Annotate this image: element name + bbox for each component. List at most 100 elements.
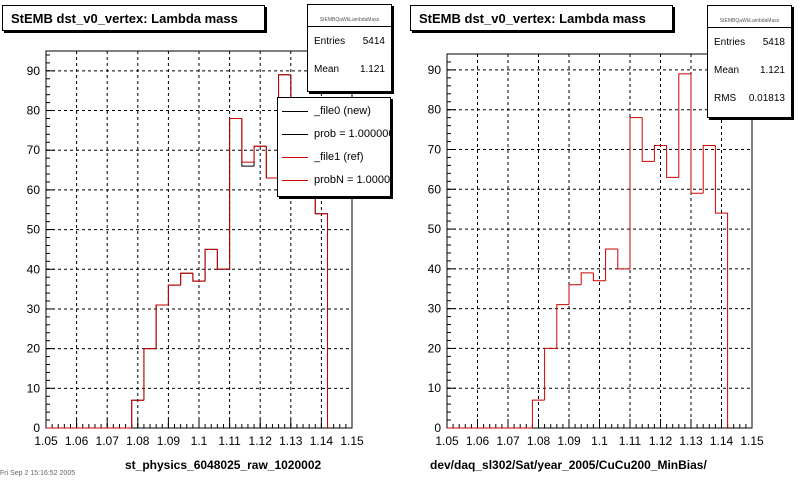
x-tick-label: 1.1 [591,434,608,448]
y-tick-label: 50 [27,223,41,237]
histogram-bin [216,249,230,270]
y-tick-label: 90 [428,63,442,77]
y-tick-label: 10 [428,381,442,395]
y-tick-label: 0 [33,421,40,435]
y-tick-label: 90 [27,64,41,78]
x-tick-label: 1.08 [527,434,551,448]
histogram-bin [204,248,218,282]
histogram-bin [216,249,230,270]
x-tick-label: 1.12 [249,434,273,448]
histogram-bin [666,145,679,178]
legend-label-file0: _file0 (new) [314,105,371,117]
histogram-bin [131,399,144,428]
y-tick-label: 30 [27,302,41,316]
x-tick-label: 1.05 [435,434,459,448]
x-tick-label: 1.06 [466,434,490,448]
x-tick-label: 1.14 [310,434,334,448]
y-tick-label: 70 [428,142,442,156]
histogram-bin [568,284,582,305]
legend-entry-file1: _file1 (ref) [278,147,364,167]
histogram-bin [143,348,157,401]
histogram-bin [241,118,255,163]
left-stats-box: StEMBQaWkLambdaMass Entries 5414 Mean 1.… [307,4,392,92]
histogram-bin [204,248,218,282]
x-tick-label: 1.15 [340,434,364,448]
left-legend: _file0 (new) prob = 1.000000 _file1 (ref… [277,97,391,197]
histogram-bin [629,117,643,269]
x-tick-label: 1.08 [126,434,150,448]
right-histogram-pad: 1.05 1.06 1.07 1.08 1.09 1.1 1.11 1.12 1.13 1.14 1… [400,0,800,480]
legend-line-black [282,133,308,135]
y-tick-label: 60 [27,183,41,197]
histogram-bin [167,284,181,305]
legend-label-prob: prob = 1.000000 [314,128,391,140]
right-stats-rms-label: RMS [714,92,737,104]
left-stats-row-mean: Mean 1.121 [308,55,391,83]
x-tick-label: 1.11 [619,434,642,448]
legend-entry-file0: _file0 (new) [278,101,371,121]
right-stats-mean-label: Mean [714,64,740,76]
y-tick-label: 80 [428,103,442,117]
histogram-bin [580,272,594,285]
left-x-axis-title: st_physics_6048025_raw_1020002 [125,458,322,472]
right-x-axis-title: dev/daq_sl302/Sat/year_2005/CuCu200_MinB… [430,458,707,472]
right-stats-row-mean: Mean 1.121 [708,56,791,84]
x-tick-label: 1.06 [65,434,89,448]
x-tick-label: 1.07 [96,434,120,448]
histogram-series-0 [447,73,729,429]
legend-label-file1: _file1 (ref) [314,151,364,163]
left-stats-mean-value: 1.121 [359,63,385,75]
footer-timestamp: Fri Sep 2 15:16:52 2005 [0,470,76,477]
legend-label-probn: probN = 1.000000 [314,174,391,186]
histogram-bin [155,304,169,349]
histogram-bin [617,248,630,270]
legend-line-red [282,156,308,158]
y-tick-label: 50 [428,222,442,236]
x-tick-label: 1.09 [157,434,181,448]
right-stats-entries-value: 5418 [762,36,785,48]
y-tick-label: 0 [434,421,441,435]
histogram-bin [531,399,545,428]
left-stats-mean-label: Mean [314,63,340,75]
x-tick-label: 1.07 [496,434,520,448]
histogram-bin [544,347,557,401]
plot-area: 1.05 1.06 1.07 1.08 1.09 1.1 1.11 1.12 1.13 1.14 1… [27,50,364,448]
y-tick-label: 20 [27,342,41,356]
x-tick-label: 1.1 [191,434,208,448]
x-tick-label: 1.11 [218,434,241,448]
left-histogram-title: StEMB dst_v0_vertex: Lambda mass [2,5,265,31]
right-stats-name: StEMBQaWkLambdaMass [708,6,791,28]
right-stats-row-entries: Entries 5418 [708,28,791,56]
histogram-bin [605,248,618,281]
left-stats-row-entries: Entries 5414 [308,27,391,55]
left-stats-name: StEMBQaWkLambdaMass [308,5,391,27]
y-tick-label: 40 [428,262,442,276]
histogram-bin [702,145,716,194]
legend-entry-probn: probN = 1.000000 [278,170,391,190]
histogram-bin [714,145,729,428]
legend-line-red [282,179,308,181]
left-stats-entries-label: Entries [314,35,346,47]
y-tick-label: 20 [428,341,442,355]
y-tick-label: 80 [27,104,41,118]
histogram-bin [678,73,691,178]
x-tick-label: 1.13 [679,434,703,448]
x-tick-label: 1.09 [557,434,581,448]
histogram-bin [265,146,279,179]
histogram-bin [253,145,267,163]
histogram-bin [241,118,255,167]
histogram-bin [653,145,667,162]
left-stats-entries-value: 5414 [362,35,385,47]
x-tick-label: 1.13 [279,434,303,448]
right-stats-mean-value: 1.121 [759,64,785,76]
y-tick-label: 30 [428,302,442,316]
y-tick-label: 70 [27,143,41,157]
histogram-bin [192,273,206,282]
x-tick-label: 1.05 [34,434,58,448]
histogram-bin [690,73,704,194]
left-histogram-plot: 1.05 1.06 1.07 1.08 1.09 1.1 1.11 1.12 1.13 1.14 1… [27,50,364,448]
right-stats-box: StEMBQaWkLambdaMass Entries 5418 Mean 1.… [707,5,792,118]
histogram-bin [155,304,169,349]
histogram-bin [556,304,569,349]
histogram-bin [180,272,193,286]
